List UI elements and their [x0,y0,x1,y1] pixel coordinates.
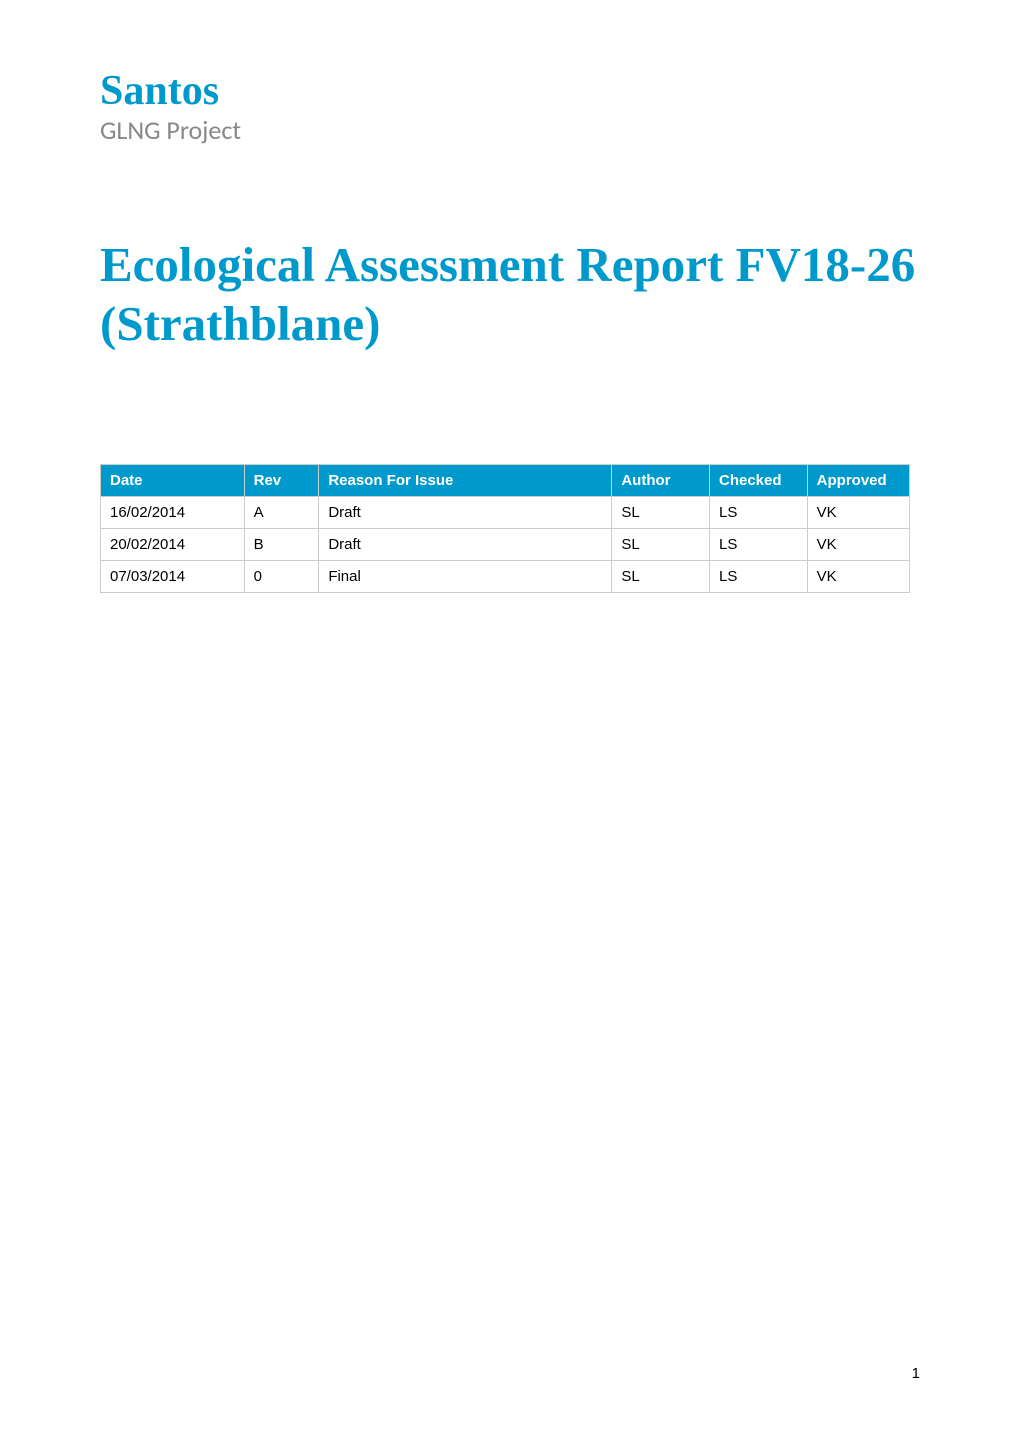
cell-checked: LS [710,560,808,592]
document-title: Ecological Assessment Report FV18-26 (St… [100,236,920,354]
cell-rev: B [244,528,319,560]
col-header-checked: Checked [710,464,808,496]
cell-reason: Final [319,560,612,592]
logo-sub-text: GLNG Project [100,114,920,146]
table-row: 07/03/2014 0 Final SL LS VK [101,560,910,592]
cell-checked: LS [710,496,808,528]
cell-author: SL [612,496,710,528]
table-row: 16/02/2014 A Draft SL LS VK [101,496,910,528]
cell-rev: A [244,496,319,528]
cell-checked: LS [710,528,808,560]
cell-reason: Draft [319,496,612,528]
cell-approved: VK [807,528,909,560]
logo-block: Santos GLNG Project [100,70,920,146]
col-header-approved: Approved [807,464,909,496]
col-header-date: Date [101,464,245,496]
revision-table: Date Rev Reason For Issue Author Checked… [100,464,910,593]
table-header-row: Date Rev Reason For Issue Author Checked… [101,464,910,496]
cell-approved: VK [807,560,909,592]
cell-approved: VK [807,496,909,528]
cell-date: 20/02/2014 [101,528,245,560]
table-row: 20/02/2014 B Draft SL LS VK [101,528,910,560]
cell-date: 16/02/2014 [101,496,245,528]
cell-reason: Draft [319,528,612,560]
page-number: 1 [912,1365,920,1382]
cell-date: 07/03/2014 [101,560,245,592]
col-header-reason: Reason For Issue [319,464,612,496]
col-header-rev: Rev [244,464,319,496]
cell-author: SL [612,560,710,592]
logo-main-text: Santos [100,70,920,112]
cell-rev: 0 [244,560,319,592]
cell-author: SL [612,528,710,560]
document-page: Santos GLNG Project Ecological Assessmen… [0,0,1020,593]
col-header-author: Author [612,464,710,496]
